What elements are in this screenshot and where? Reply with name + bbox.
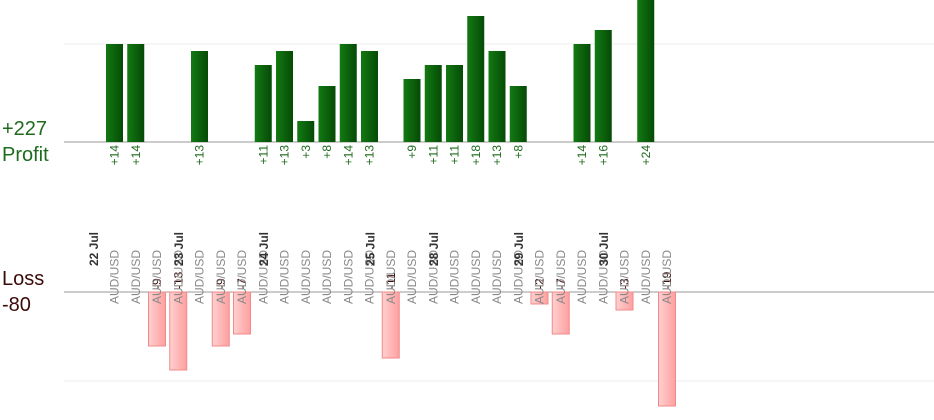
category-label: AUD/USD xyxy=(596,250,610,304)
loss-value-label: -13 xyxy=(171,271,185,289)
profit-value-label: +13 xyxy=(490,145,504,166)
loss-bar xyxy=(615,291,634,311)
date-label: 23 Jul xyxy=(172,232,186,266)
category-label: AUD/USD xyxy=(150,250,164,304)
category-label: AUD/USD xyxy=(256,250,270,304)
loss-value-label: -9 xyxy=(150,278,164,289)
profit-bar xyxy=(318,86,336,142)
profit-bar xyxy=(467,16,485,142)
profit-value-label: +11 xyxy=(256,145,270,165)
category-label: AUD/USD xyxy=(639,250,653,304)
category-label: AUD/USD xyxy=(469,250,483,304)
loss-bar xyxy=(169,291,188,371)
loss-bar xyxy=(148,291,166,347)
loss-bar xyxy=(551,291,570,335)
loss-value-label: -7 xyxy=(235,278,249,289)
profit-bar xyxy=(424,65,442,142)
profit-bar xyxy=(509,86,527,142)
profit-value-label: +8 xyxy=(511,145,525,159)
profit-bar xyxy=(297,121,315,142)
category-label: AUD/USD xyxy=(426,250,440,304)
category-label: AUD/USD xyxy=(384,250,398,304)
profit-value-label: +14 xyxy=(129,145,143,166)
loss-value-label: -7 xyxy=(554,278,568,289)
profit-value-label: +3 xyxy=(299,145,313,159)
profit-value-label: +11 xyxy=(448,145,462,165)
date-label: 29 Jul xyxy=(512,232,526,266)
date-label: 22 Jul xyxy=(87,232,101,266)
category-label: AUD/USD xyxy=(171,250,185,304)
category-label: AUD/USD xyxy=(214,250,228,304)
loss-total: -80 xyxy=(2,294,31,316)
date-label: 28 Jul xyxy=(427,232,441,266)
profit-bar xyxy=(488,51,506,142)
category-label: AUD/USD xyxy=(490,250,504,304)
profit-bar xyxy=(106,44,123,142)
profit-bar xyxy=(339,44,357,142)
category-label: AUD/USD xyxy=(533,250,547,304)
profit-value-label: +11 xyxy=(426,145,440,165)
profit-bar xyxy=(403,79,421,142)
profit-value-label: +9 xyxy=(405,145,419,159)
category-label: AUD/USD xyxy=(405,250,419,304)
profit-value-label: +13 xyxy=(193,145,207,166)
profit-bar xyxy=(276,51,293,142)
date-label: 30 Jul xyxy=(597,232,611,266)
category-label: AUD/USD xyxy=(660,250,674,304)
profit-bar xyxy=(127,44,145,142)
profit-label: Profit xyxy=(2,144,49,166)
loss-bar xyxy=(658,291,676,407)
category-label: AUD/USD xyxy=(129,250,143,304)
chart-bars xyxy=(106,0,676,407)
profit-bar xyxy=(446,65,463,142)
profit-value-label: +16 xyxy=(596,145,610,166)
loss-bar xyxy=(233,291,251,335)
profit-value-label: +14 xyxy=(341,145,355,166)
profit-bar xyxy=(637,0,655,142)
loss-value-label: -9 xyxy=(214,278,228,289)
date-label: 25 Jul xyxy=(363,232,377,266)
profit-value-label: +14 xyxy=(575,145,589,166)
profit-bar xyxy=(191,51,208,142)
profit-bar xyxy=(361,51,378,142)
loss-bar xyxy=(530,291,549,305)
category-label: AUD/USD xyxy=(341,250,355,304)
category-label: AUD/USD xyxy=(554,250,568,304)
profit-bar xyxy=(254,65,272,142)
profit-value-label: +8 xyxy=(320,145,334,159)
profit-value-label: +18 xyxy=(469,145,483,166)
loss-value-label: -11 xyxy=(384,272,398,289)
category-label: AUD/USD xyxy=(511,250,525,304)
profit-value-label: +14 xyxy=(108,145,122,166)
loss-label: Loss xyxy=(2,268,45,290)
category-label: AUD/USD xyxy=(278,250,292,304)
profit-total: +227 xyxy=(2,118,48,140)
category-label: AUD/USD xyxy=(575,250,589,304)
profit-bar xyxy=(594,30,612,142)
category-label: AUD/USD xyxy=(235,250,249,304)
loss-value-label: -19 xyxy=(660,271,674,289)
loss-bar xyxy=(211,291,230,347)
profit-bar xyxy=(573,44,591,142)
category-label: AUD/USD xyxy=(618,250,632,304)
loss-value-label: -2 xyxy=(533,278,547,289)
category-label: AUD/USD xyxy=(299,250,313,304)
profit-value-label: +24 xyxy=(639,145,653,166)
category-label: AUD/USD xyxy=(363,250,377,304)
loss-value-label: -3 xyxy=(618,278,632,289)
category-label: AUD/USD xyxy=(320,250,334,304)
date-label: 24 Jul xyxy=(257,232,271,266)
category-label: AUD/USD xyxy=(193,250,207,304)
loss-bar xyxy=(381,291,400,359)
category-label: AUD/USD xyxy=(448,250,462,304)
category-label: AUD/USD xyxy=(108,250,122,304)
profit-value-label: +13 xyxy=(278,145,292,166)
profit-value-label: +13 xyxy=(363,145,377,166)
